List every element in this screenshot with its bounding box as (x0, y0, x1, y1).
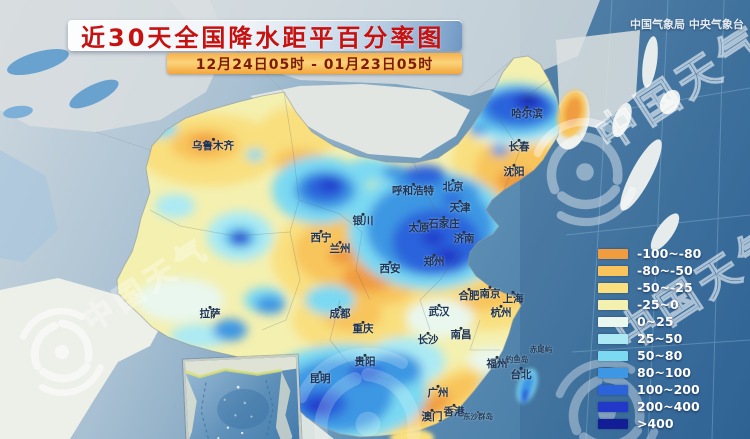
legend-swatch (598, 419, 628, 429)
legend-item: -100~-80 (598, 246, 702, 261)
legend-swatch (598, 351, 628, 361)
legend-swatch (598, 402, 628, 412)
south-china-sea-inset (182, 354, 303, 439)
legend: -100~-80 -80~-50 -50~-25 -25~0 0~25 25~50 50~8… (598, 246, 702, 431)
legend-item: 0~25 (598, 314, 701, 329)
map-title-banner: 近30天全国降水距平百分率图 (68, 20, 462, 52)
map-title: 近30天全国降水距平百分率图 (81, 24, 445, 52)
legend-item: 200~400 (598, 399, 701, 414)
legend-label: -25~0 (637, 297, 679, 312)
legend-item: -25~0 (598, 297, 701, 312)
legend-label: 25~50 (637, 331, 683, 346)
legend-swatch (598, 317, 628, 327)
legend-label: -50~-25 (637, 280, 693, 295)
legend-swatch (598, 368, 628, 378)
china-border (116, 55, 562, 438)
legend-item: 25~50 (598, 331, 701, 346)
legend-label: -80~-50 (637, 263, 693, 278)
legend-item: 50~80 (598, 348, 701, 363)
legend-item: 100~200 (598, 382, 701, 397)
legend-item: 80~100 (598, 365, 701, 380)
date-range-banner: 12月24日05时 - 01月23日05时 (167, 53, 462, 74)
agency-credit: 中国气象局 中央气象台 (630, 18, 744, 31)
date-range-text: 12月24日05时 - 01月23日05时 (195, 56, 434, 73)
legend-label: 50~80 (637, 348, 683, 363)
legend-label: 0~25 (637, 314, 674, 329)
legend-label: 200~400 (637, 399, 700, 414)
legend-swatch (598, 385, 628, 395)
legend-swatch (598, 266, 628, 276)
legend-swatch (598, 249, 628, 259)
legend-label: >400 (637, 416, 674, 431)
legend-item: -80~-50 (598, 263, 701, 278)
legend-swatch (598, 334, 628, 344)
legend-swatch (598, 300, 628, 310)
legend-label: -100~-80 (637, 246, 702, 261)
legend-item: -50~-25 (598, 280, 701, 295)
legend-label: 80~100 (637, 365, 691, 380)
legend-label: 100~200 (637, 382, 700, 397)
legend-item: >400 (598, 416, 701, 431)
legend-swatch (598, 283, 628, 293)
